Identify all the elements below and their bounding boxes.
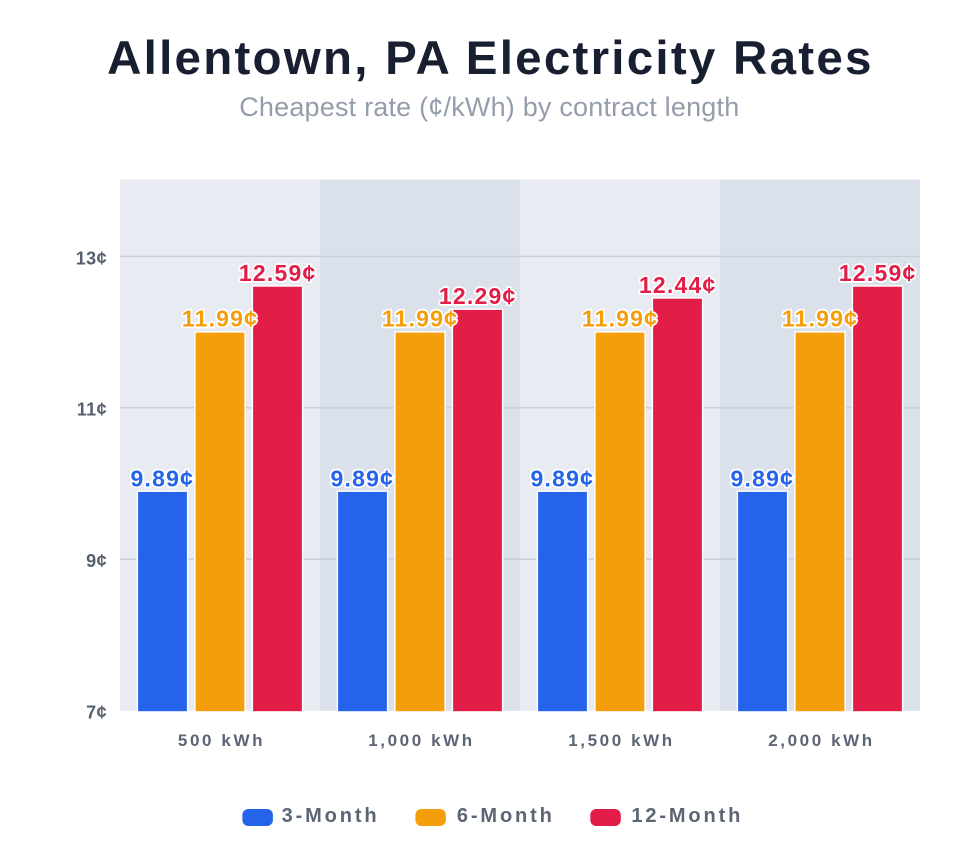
- svg-text:11.99¢: 11.99¢: [382, 305, 458, 331]
- svg-text:12-Month: 12-Month: [631, 805, 743, 827]
- svg-text:12.29¢: 12.29¢: [439, 283, 517, 309]
- svg-text:11.99¢: 11.99¢: [182, 305, 258, 331]
- svg-text:12.59¢: 12.59¢: [839, 260, 917, 286]
- svg-text:500 kWh: 500 kWh: [178, 731, 265, 750]
- svg-text:1,000 kWh: 1,000 kWh: [368, 731, 475, 750]
- svg-text:12.44¢: 12.44¢: [639, 272, 717, 298]
- svg-text:6-Month: 6-Month: [457, 805, 555, 827]
- svg-text:7¢: 7¢: [86, 703, 107, 723]
- svg-text:11.99¢: 11.99¢: [582, 305, 658, 331]
- svg-text:9.89¢: 9.89¢: [331, 466, 395, 492]
- svg-text:9.89¢: 9.89¢: [731, 466, 795, 492]
- svg-text:1,500 kWh: 1,500 kWh: [568, 731, 675, 750]
- svg-text:3-Month: 3-Month: [282, 805, 380, 827]
- svg-text:11.99¢: 11.99¢: [782, 305, 858, 331]
- svg-text:11¢: 11¢: [77, 400, 107, 420]
- svg-text:2,000 kWh: 2,000 kWh: [768, 731, 875, 750]
- svg-text:9.89¢: 9.89¢: [131, 466, 195, 492]
- svg-text:9.89¢: 9.89¢: [531, 466, 595, 492]
- svg-text:13¢: 13¢: [76, 248, 107, 268]
- svg-text:9¢: 9¢: [86, 551, 107, 571]
- svg-text:12.59¢: 12.59¢: [239, 260, 317, 286]
